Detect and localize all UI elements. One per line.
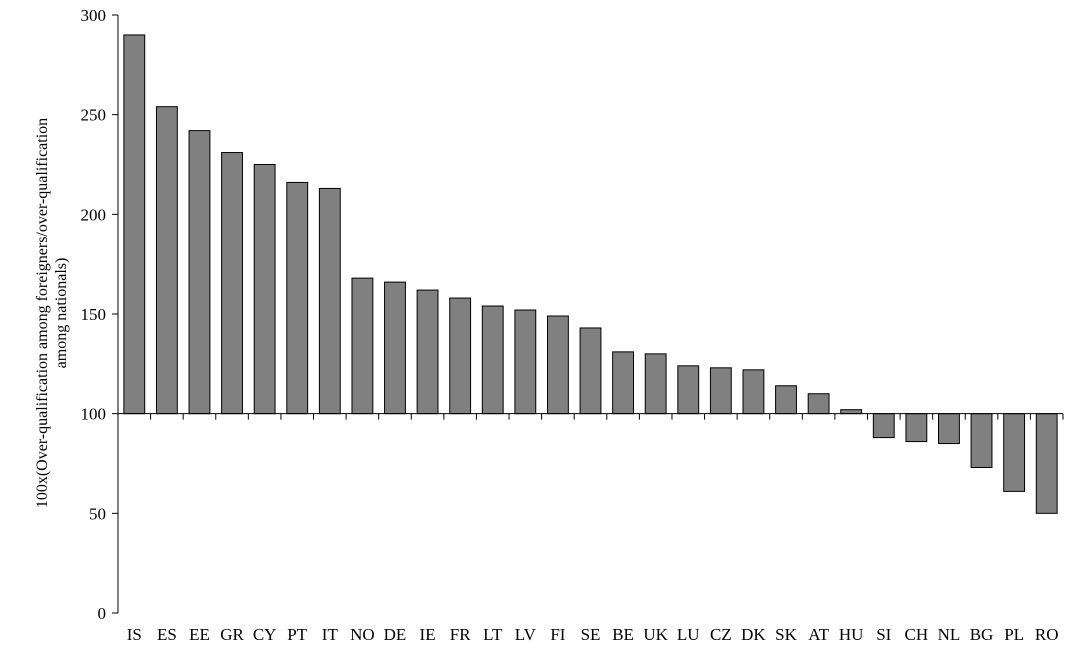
bar-se — [579, 327, 602, 415]
bar-gr — [221, 152, 243, 415]
y-axis-title-line-2: among nationals) — [53, 258, 70, 369]
y-tick-label: 200 — [81, 205, 107, 224]
bar-ee — [188, 130, 211, 415]
x-category-label: IS — [127, 625, 142, 644]
x-category-label: NL — [938, 625, 961, 644]
x-category-label: LT — [483, 625, 503, 644]
bar-at — [807, 393, 830, 415]
bar-be — [612, 351, 635, 415]
x-category-label: PL — [1004, 625, 1024, 644]
bar-nl — [938, 413, 960, 445]
bar-is — [123, 34, 146, 415]
bars-group — [123, 34, 1058, 514]
x-category-label: HU — [839, 625, 864, 644]
x-category-label: DK — [741, 625, 766, 644]
x-category-label: CH — [905, 625, 929, 644]
x-category-label: GR — [220, 625, 244, 644]
bar-no — [351, 277, 374, 415]
bar-it — [318, 187, 341, 415]
x-category-label: PT — [287, 625, 307, 644]
y-axis-title: 100x(Over-qualification among foreigners… — [34, 118, 70, 508]
bar-pt — [286, 181, 309, 415]
x-axis — [118, 413, 1064, 420]
y-axis: 0 50 100 150 200 250 300 — [81, 6, 119, 623]
y-tick-label: 100 — [81, 405, 107, 424]
bar-lt — [481, 305, 504, 415]
bar-hu — [840, 409, 863, 415]
x-category-label: AT — [808, 625, 829, 644]
x-category-label: BE — [612, 625, 634, 644]
bar-bg — [970, 413, 993, 468]
x-category-label: SE — [581, 625, 601, 644]
bar-lv — [514, 309, 537, 415]
bar-cz — [709, 367, 732, 415]
x-category-label: CY — [253, 625, 277, 644]
x-category-label: LU — [677, 625, 700, 644]
x-category-label: EE — [189, 625, 210, 644]
bar-uk — [644, 353, 667, 415]
x-category-label: IE — [420, 625, 436, 644]
y-axis-title-line-1: 100x(Over-qualification among foreigners… — [34, 118, 51, 508]
bar-ch — [905, 413, 928, 443]
x-category-label: SK — [775, 625, 797, 644]
x-category-label: CZ — [710, 625, 732, 644]
x-category-label: FR — [450, 625, 471, 644]
bar-es — [155, 106, 178, 415]
bar-ro — [1035, 413, 1058, 514]
x-category-label: RO — [1035, 625, 1059, 644]
bar-de — [384, 281, 406, 415]
y-tick-label: 300 — [81, 6, 107, 25]
y-tick-label: 150 — [81, 305, 107, 324]
bar-fr — [449, 297, 472, 415]
bar-pl — [1003, 413, 1026, 492]
bar-sk — [775, 385, 797, 415]
x-category-label: IT — [322, 625, 339, 644]
y-tick-label: 50 — [89, 504, 106, 523]
bar-ie — [416, 289, 439, 415]
x-category-label: UK — [643, 625, 668, 644]
bar-cy — [253, 164, 276, 415]
y-tick-label: 250 — [81, 106, 107, 125]
x-category-label: NO — [350, 625, 375, 644]
x-category-label: ES — [157, 625, 177, 644]
y-tick-label: 0 — [98, 604, 107, 623]
x-category-label: DE — [384, 625, 407, 644]
x-axis-labels: IS ES EE GR CY PT IT NO DE IE FR LT LV FI SE BE UK LU CZ DK… — [127, 625, 1059, 644]
bar-fi — [546, 315, 569, 415]
bar-lu — [677, 365, 700, 415]
bar-si — [872, 413, 895, 439]
x-category-label: SI — [876, 625, 891, 644]
x-category-label: FI — [550, 625, 565, 644]
bar-dk — [742, 369, 765, 415]
x-category-label: BG — [970, 625, 994, 644]
x-category-label: LV — [515, 625, 537, 644]
